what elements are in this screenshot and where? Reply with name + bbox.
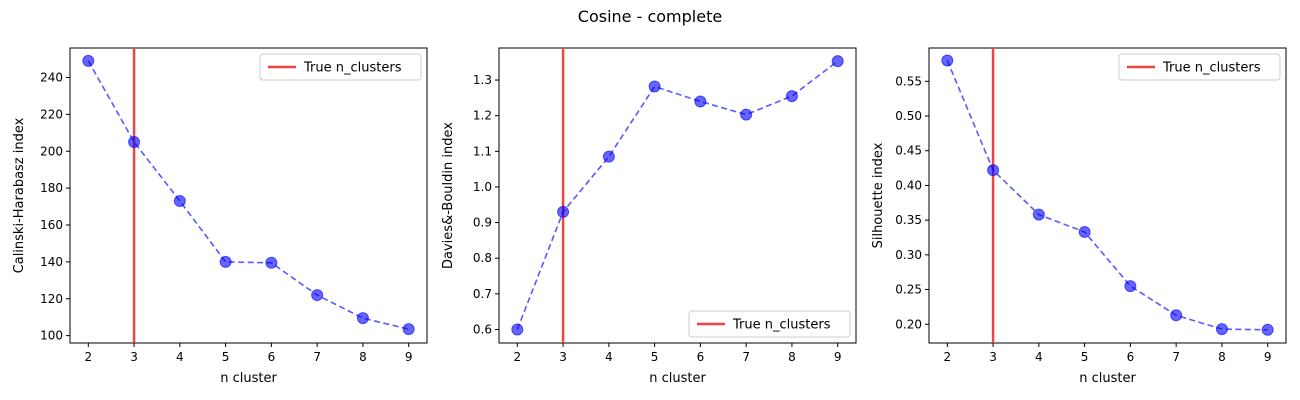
chart-2-y-tick-label: 0.6 (473, 322, 492, 336)
chart-3-legend-box (1118, 53, 1281, 81)
chart-2-point (648, 80, 661, 93)
chart-2-point (694, 95, 707, 108)
chart-2-x-tick-label: 2 (513, 350, 521, 364)
chart-1-y-tick-label: 120 (40, 292, 63, 306)
chart-3-point (1078, 225, 1091, 238)
chart-3-y-tick-label: 0.55 (895, 74, 922, 88)
chart-1-legend-label: True n_clusters (303, 61, 402, 76)
chart-1-y-tick-label: 160 (40, 218, 63, 232)
chart-2-y-axis-label: Davies&-Bouldin index (441, 122, 456, 269)
chart-3-x-tick-label: 5 (1081, 350, 1089, 364)
chart-3-x-tick-label: 7 (1172, 350, 1180, 364)
chart-1-x-axis-label: n cluster (220, 371, 277, 386)
chart-1-y-tick-label: 240 (40, 71, 63, 85)
chart-2-y-tick-label: 0.8 (473, 251, 492, 265)
chart-2-x-tick-label: 6 (697, 350, 705, 364)
chart-3-point (941, 54, 954, 67)
chart-3-x-axis-label: n cluster (1079, 371, 1136, 386)
chart-2-x-tick-label: 9 (834, 350, 842, 364)
chart-1-x-tick-label: 5 (222, 350, 230, 364)
chart-3-x-tick-label: 9 (1264, 350, 1272, 364)
chart-3-y-tick-label: 0.35 (895, 213, 922, 227)
chart-1-legend-box (259, 53, 422, 81)
chart-2-axes-frame (498, 47, 857, 344)
chart-1-axes-frame (69, 47, 428, 344)
chart-1-y-tick-label: 180 (40, 181, 63, 195)
chart-2-point (557, 205, 570, 218)
chart-2-y-tick-label: 0.7 (473, 287, 492, 301)
chart-1-y-axis-label: Calinski-Harabasz index (12, 117, 27, 273)
chart-2-x-axis-label: n cluster (649, 371, 706, 386)
chart-3-point (1170, 309, 1183, 322)
chart-2-x-tick-label: 5 (651, 350, 659, 364)
chart-3-axes-frame (928, 47, 1287, 344)
chart-1-y-tick-label: 220 (40, 107, 63, 121)
chart-3-y-tick-label: 0.50 (895, 109, 922, 123)
chart-2-x-tick-label: 7 (742, 350, 750, 364)
chart-3-y-tick-label: 0.45 (895, 144, 922, 158)
chart-2-y-tick-label: 1.2 (473, 109, 492, 123)
chart-3-series-line (946, 60, 1268, 331)
chart-2-y-tick-label: 1.0 (473, 180, 492, 194)
chart-1-point (311, 289, 324, 302)
chart-2-legend-box (688, 310, 851, 338)
chart-3-point (1124, 280, 1137, 293)
chart-1-point (402, 323, 415, 336)
chart-2-point (785, 90, 798, 103)
chart-3-point (987, 164, 1000, 177)
chart-3-point (1215, 323, 1228, 336)
chart-3-x-tick-label: 2 (943, 350, 951, 364)
chart-1-x-tick-label: 8 (359, 350, 367, 364)
chart-2-legend-label: True n_clusters (732, 318, 831, 333)
chart-1-x-tick-label: 7 (313, 350, 321, 364)
chart-3-point (1261, 323, 1274, 336)
chart-3-point (1032, 208, 1045, 221)
chart-3-y-axis-label: Silhouette index (871, 142, 886, 248)
chart-1-y-tick-label: 200 (40, 144, 63, 158)
chart-1-y-tick-label: 100 (40, 329, 63, 343)
chart-3-x-tick-label: 8 (1218, 350, 1226, 364)
chart-2-point (740, 108, 753, 121)
chart-2-point (602, 150, 615, 163)
chart-2-x-tick-label: 3 (559, 350, 567, 364)
chart-1-x-tick-label: 2 (84, 350, 92, 364)
chart-2-y-tick-label: 0.9 (473, 216, 492, 230)
chart-1-point (356, 312, 369, 325)
chart-3-x-tick-label: 6 (1127, 350, 1135, 364)
chart-2-point (511, 323, 524, 336)
chart-1-x-tick-label: 3 (130, 350, 138, 364)
chart-1-point (219, 255, 232, 268)
chart-1-x-tick-label: 9 (405, 350, 413, 364)
chart-2-y-tick-label: 1.1 (473, 144, 492, 158)
chart-3-y-tick-label: 0.20 (895, 317, 922, 331)
chart-1-point (265, 256, 278, 269)
chart-3-x-tick-label: 4 (1035, 350, 1043, 364)
chart-1-x-tick-label: 6 (268, 350, 276, 364)
figure-title: Cosine - complete (578, 7, 722, 26)
chart-3-legend-label: True n_clusters (1162, 61, 1261, 76)
chart-1-point (173, 195, 186, 208)
chart-2-x-tick-label: 8 (788, 350, 796, 364)
chart-1-x-tick-label: 4 (176, 350, 184, 364)
chart-3-y-tick-label: 0.40 (895, 178, 922, 192)
chart-2-x-tick-label: 4 (605, 350, 613, 364)
chart-1-point (82, 54, 95, 67)
chart-1-series-line (87, 60, 409, 330)
chart-2-y-tick-label: 1.3 (473, 73, 492, 87)
chart-2-series-line (516, 60, 839, 330)
chart-2-point (831, 55, 844, 68)
chart-1-y-tick-label: 140 (40, 255, 63, 269)
chart-3-y-tick-label: 0.30 (895, 248, 922, 262)
chart-1-point (128, 136, 141, 149)
chart-3-x-tick-label: 3 (989, 350, 997, 364)
chart-3-y-tick-label: 0.25 (895, 283, 922, 297)
